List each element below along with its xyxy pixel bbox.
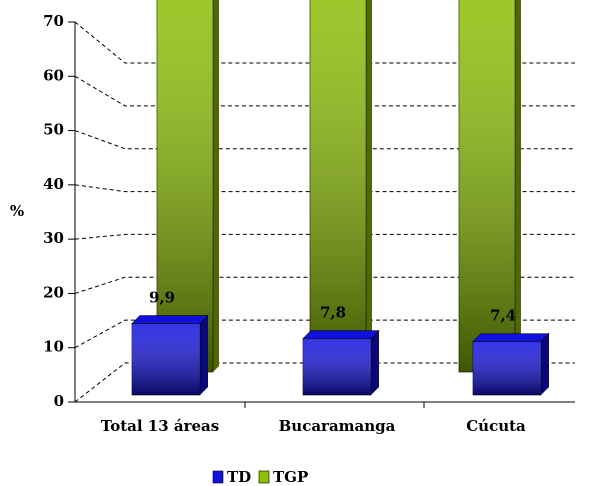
legend-label: TD	[227, 468, 251, 486]
y-tick-label: 30	[43, 229, 64, 247]
y-tick-label: 60	[43, 66, 64, 84]
y-tick-label: 70	[43, 12, 64, 30]
legend-swatch	[258, 470, 270, 484]
data-label: 7,4	[490, 307, 516, 325]
grid-line	[74, 233, 575, 240]
x-tick-label: Cúcuta	[466, 417, 526, 435]
bar-side	[515, 0, 521, 372]
grid-line	[74, 184, 575, 193]
data-label: 7,8	[320, 304, 346, 322]
bar-side	[366, 0, 372, 372]
bar-shade	[157, 0, 213, 372]
bar-side	[371, 330, 379, 395]
grid-line	[74, 276, 575, 294]
bar-top	[472, 333, 550, 342]
bar	[156, 0, 219, 373]
bar-shade	[303, 338, 371, 395]
x-tick-label: Total 13 áreas	[101, 417, 219, 435]
y-tick-label: 10	[43, 338, 64, 356]
grid-line	[74, 319, 575, 349]
bar-side	[541, 333, 549, 395]
y-tick-label: 20	[43, 283, 64, 301]
data-label: 9,9	[149, 289, 175, 307]
bar-shade	[459, 0, 515, 372]
grid-line	[74, 130, 575, 150]
bar	[458, 0, 521, 373]
bar-shade	[132, 323, 200, 395]
bar-side	[213, 0, 219, 372]
bar	[131, 315, 209, 396]
grid-line	[74, 21, 575, 64]
bar-side-shade	[200, 315, 208, 395]
y-tick-label: 40	[43, 175, 64, 193]
bar-side	[200, 315, 208, 395]
bar-shade	[310, 0, 366, 372]
bar-side-shade	[541, 333, 549, 395]
y-tick-label: 50	[43, 121, 64, 139]
bar-side-shade	[515, 0, 521, 372]
bar-side-shade	[213, 0, 219, 372]
bar-side-shade	[366, 0, 372, 372]
legend-swatch	[212, 470, 224, 484]
bar	[302, 330, 380, 396]
bar-side-shade	[371, 330, 379, 395]
grid-line	[74, 362, 575, 403]
y-tick-label: 0	[54, 392, 64, 410]
grid-line	[74, 75, 575, 107]
legend-label: TGP	[273, 468, 308, 486]
bar	[472, 333, 550, 396]
bar-shade	[473, 341, 541, 395]
x-tick-label: Bucaramanga	[279, 417, 396, 435]
y-axis-label: %	[10, 202, 24, 220]
bar-top	[302, 330, 380, 340]
bar	[309, 0, 372, 373]
bar-top	[131, 315, 209, 324]
